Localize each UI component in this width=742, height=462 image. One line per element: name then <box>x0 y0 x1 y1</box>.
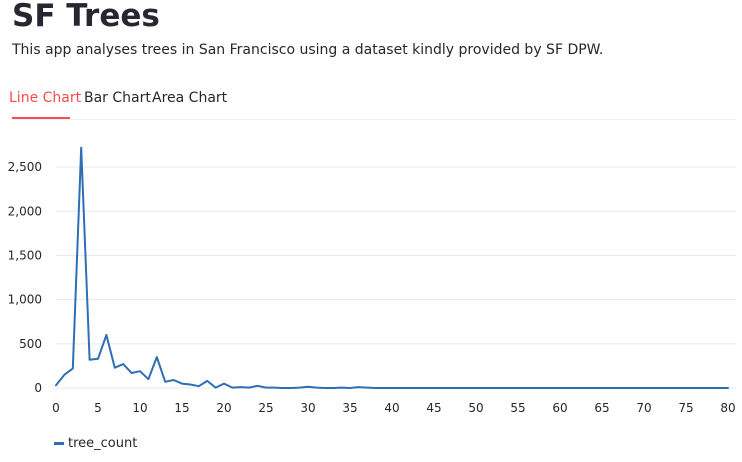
legend-label-tree-count: tree_count <box>68 436 138 451</box>
chart-tabs: Line Chart Bar Chart Area Chart <box>0 87 742 120</box>
x-tick-label: 45 <box>426 401 441 415</box>
chart-legend: tree_count <box>54 436 137 451</box>
x-tick-label: 80 <box>720 401 735 415</box>
series-line-tree-count <box>55 146 729 389</box>
active-tab-indicator <box>12 117 70 119</box>
x-tick-label: 40 <box>384 401 399 415</box>
x-tick-label: 0 <box>52 401 60 415</box>
y-tick-label: 0 <box>34 381 42 395</box>
tabs-divider <box>12 119 736 120</box>
y-tick-label: 2,000 <box>8 204 42 218</box>
x-tick-label: 70 <box>636 401 651 415</box>
x-tick-label: 65 <box>594 401 609 415</box>
legend-swatch-tree-count <box>54 442 64 445</box>
x-tick-label: 35 <box>342 401 357 415</box>
x-tick-label: 20 <box>216 401 231 415</box>
x-tick-label: 5 <box>94 401 102 415</box>
x-tick-label: 50 <box>468 401 483 415</box>
y-tick-label: 1,500 <box>8 248 42 262</box>
line-chart: 0 500 1,000 1,500 2,000 2,500 0 5 10 15 20 25 30 35 40… <box>8 146 736 415</box>
tab-line-chart[interactable]: Line Chart <box>9 90 82 106</box>
x-tick-label: 10 <box>132 401 147 415</box>
x-tick-label: 75 <box>678 401 693 415</box>
page-subtitle: This app analyses trees in San Francisco… <box>12 42 604 58</box>
x-tick-label: 30 <box>300 401 315 415</box>
page-title: SF Trees <box>12 0 160 34</box>
tab-area-chart[interactable]: Area Chart <box>152 90 228 106</box>
x-tick-label: 25 <box>258 401 273 415</box>
y-tick-label: 1,000 <box>8 293 42 307</box>
y-tick-label: 500 <box>19 337 42 351</box>
tab-bar-chart[interactable]: Bar Chart <box>84 90 151 106</box>
y-tick-label: 2,500 <box>8 160 42 174</box>
x-tick-label: 15 <box>174 401 189 415</box>
x-tick-label: 55 <box>510 401 525 415</box>
x-tick-label: 60 <box>552 401 567 415</box>
